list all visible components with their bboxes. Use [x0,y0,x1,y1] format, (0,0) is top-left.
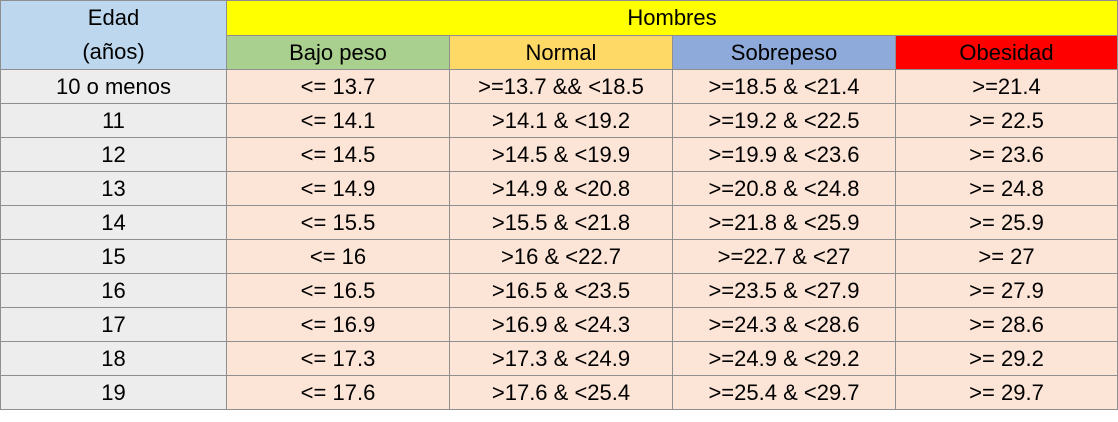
normal-cell: >15.5 & <21.8 [449,205,673,240]
normal-cell: >17.3 & <24.9 [449,341,673,376]
obesidad-cell: >= 25.9 [895,205,1118,240]
obesidad-cell: >= 27.9 [895,273,1118,308]
age-cell: 15 [0,239,227,274]
table-row: 10 o menos <= 13.7 >=13.7 && <18.5 >=18.… [0,69,1118,104]
obesidad-cell: >=21.4 [895,69,1118,104]
obesidad-cell: >= 23.6 [895,137,1118,172]
obesidad-cell: >= 29.2 [895,341,1118,376]
obesidad-cell: >= 29.7 [895,375,1118,410]
table-row: 15 <= 16 >16 & <22.7 >=22.7 & <27 >= 27 [0,239,1118,274]
table-row: 12 <= 14.5 >14.5 & <19.9 >=19.9 & <23.6 … [0,137,1118,172]
table-row: 13 <= 14.9 >14.9 & <20.8 >=20.8 & <24.8 … [0,171,1118,206]
age-cell: 14 [0,205,227,240]
sobrepeso-cell: >=19.2 & <22.5 [672,103,896,138]
bmi-table: Edad (años) Hombres Bajo peso Normal Sob… [0,0,1118,410]
normal-cell: >16 & <22.7 [449,239,673,274]
table-row: 18 <= 17.3 >17.3 & <24.9 >=24.9 & <29.2 … [0,341,1118,376]
sobrepeso-cell: >=25.4 & <29.7 [672,375,896,410]
obesidad-cell: >= 28.6 [895,307,1118,342]
bajo-peso-cell: <= 16.5 [226,273,450,308]
age-column-header: Edad (años) [0,0,227,70]
category-header-normal: Normal [449,35,673,70]
category-header-sobrepeso: Sobrepeso [672,35,896,70]
age-cell: 16 [0,273,227,308]
bajo-peso-cell: <= 13.7 [226,69,450,104]
age-cell: 10 o menos [0,69,227,104]
sobrepeso-cell: >=23.5 & <27.9 [672,273,896,308]
bajo-peso-cell: <= 14.1 [226,103,450,138]
header-row-group: Edad (años) Hombres [0,0,1118,70]
table-row: 16 <= 16.5 >16.5 & <23.5 >=23.5 & <27.9 … [0,273,1118,308]
normal-cell: >16.5 & <23.5 [449,273,673,308]
normal-cell: >17.6 & <25.4 [449,375,673,410]
sobrepeso-cell: >=19.9 & <23.6 [672,137,896,172]
obesidad-cell: >= 22.5 [895,103,1118,138]
age-cell: 12 [0,137,227,172]
normal-cell: >=13.7 && <18.5 [449,69,673,104]
bajo-peso-cell: <= 17.6 [226,375,450,410]
age-cell: 11 [0,103,227,138]
age-cell: 17 [0,307,227,342]
normal-cell: >14.5 & <19.9 [449,137,673,172]
table-row: 19 <= 17.6 >17.6 & <25.4 >=25.4 & <29.7 … [0,375,1118,410]
header-row-categories: Bajo peso Normal Sobrepeso Obesidad [1,35,1118,70]
age-cell: 18 [0,341,227,376]
age-cell: 19 [0,375,227,410]
bajo-peso-cell: <= 15.5 [226,205,450,240]
age-header-line2: (años) [82,39,145,64]
category-header-bajo-peso: Bajo peso [226,35,450,70]
obesidad-cell: >= 27 [895,239,1118,274]
table-row: 14 <= 15.5 >15.5 & <21.8 >=21.8 & <25.9 … [0,205,1118,240]
bajo-peso-cell: <= 14.9 [226,171,450,206]
group-title-hombres: Hombres [226,0,1118,36]
bajo-peso-cell: <= 16.9 [226,307,450,342]
bajo-peso-cell: <= 17.3 [226,341,450,376]
sobrepeso-cell: >=24.9 & <29.2 [672,341,896,376]
normal-cell: >16.9 & <24.3 [449,307,673,342]
sobrepeso-cell: >=18.5 & <21.4 [672,69,896,104]
obesidad-cell: >= 24.8 [895,171,1118,206]
sobrepeso-cell: >=24.3 & <28.6 [672,307,896,342]
age-cell: 13 [0,171,227,206]
category-header-obesidad: Obesidad [895,35,1118,70]
bajo-peso-cell: <= 16 [226,239,450,274]
table-row: 11 <= 14.1 >14.1 & <19.2 >=19.2 & <22.5 … [0,103,1118,138]
bajo-peso-cell: <= 14.5 [226,137,450,172]
table-row: 17 <= 16.9 >16.9 & <24.3 >=24.3 & <28.6 … [0,307,1118,342]
normal-cell: >14.9 & <20.8 [449,171,673,206]
sobrepeso-cell: >=20.8 & <24.8 [672,171,896,206]
sobrepeso-cell: >=22.7 & <27 [672,239,896,274]
bmi-table-body: Edad (años) Hombres Bajo peso Normal Sob… [0,0,1118,410]
age-header-line1: Edad [87,5,140,30]
sobrepeso-cell: >=21.8 & <25.9 [672,205,896,240]
normal-cell: >14.1 & <19.2 [449,103,673,138]
